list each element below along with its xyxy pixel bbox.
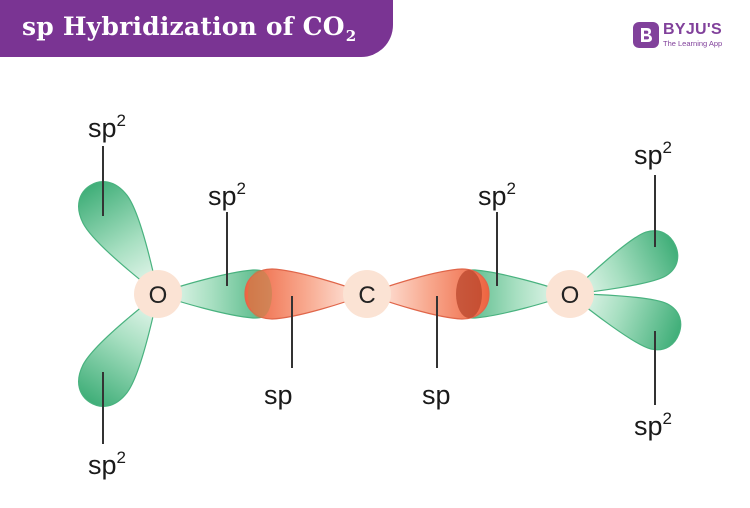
carbon-atom — [343, 270, 391, 318]
label-left-top: sp2 — [88, 111, 126, 143]
left-oxygen-atom — [134, 270, 182, 318]
title-subscript: 2 — [345, 27, 357, 45]
title-banner: sp Hybridization of CO2 — [0, 0, 393, 57]
carbon-left-sp-lobe — [244, 268, 369, 320]
logo-name: BYJU'S — [663, 21, 722, 39]
right-oxygen-symbol: O — [561, 282, 580, 309]
page-title: sp Hybridization of CO2 — [0, 12, 356, 45]
left-sigma-overlap — [248, 270, 272, 318]
label-carbon-left: sp — [264, 380, 293, 410]
label-left-bottom: sp2 — [88, 448, 126, 480]
right-oxygen-atom — [546, 270, 594, 318]
right-top-sp2-lobe — [568, 230, 679, 295]
right-sigma-overlap — [456, 270, 482, 318]
label-carbon-right: sp — [422, 380, 451, 410]
brand-logo[interactable]: BYJU'S The Learning App — [633, 20, 722, 50]
left-bottom-sp2-lobe — [78, 292, 159, 407]
right-bottom-sp2-lobe — [568, 293, 682, 351]
label-left-bond: sp2 — [208, 179, 246, 211]
carbon-symbol: C — [358, 282, 375, 309]
label-right-bottom: sp2 — [634, 409, 672, 441]
label-right-top: sp2 — [634, 138, 672, 170]
left-oxygen-symbol: O — [149, 282, 168, 309]
logo-tagline: The Learning App — [663, 39, 723, 49]
title-main: sp Hybridization of CO — [22, 12, 345, 41]
left-top-sp2-lobe — [78, 181, 159, 296]
label-right-bond: sp2 — [478, 179, 516, 211]
byjus-b-icon — [633, 22, 659, 48]
